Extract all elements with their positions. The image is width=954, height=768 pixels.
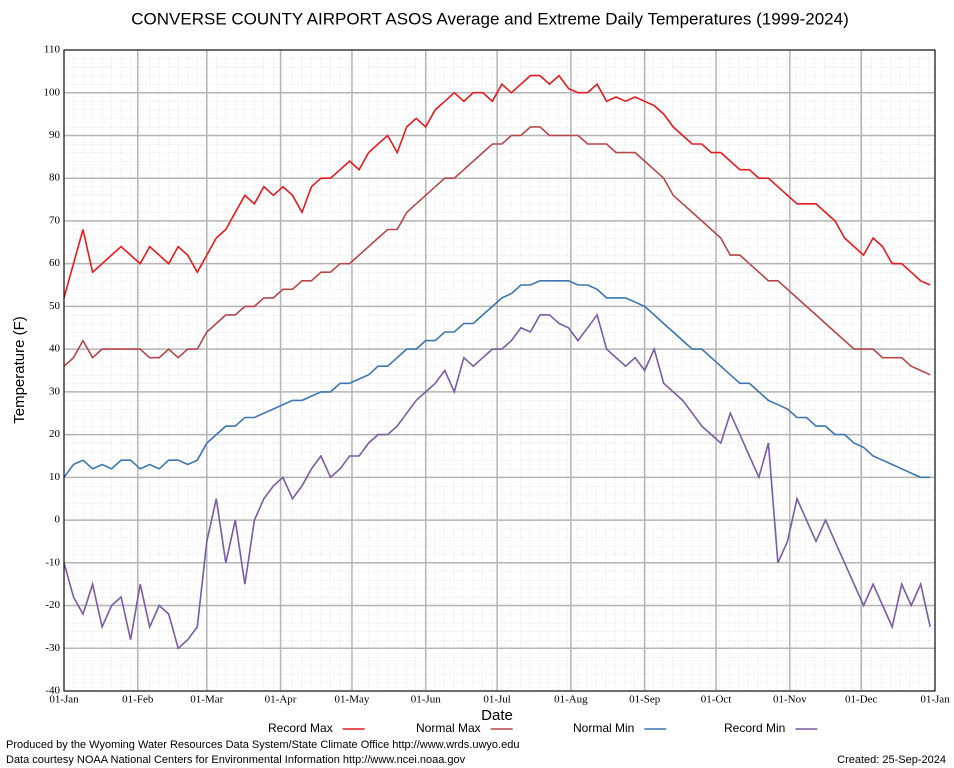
y-tick-label: 50 bbox=[49, 300, 61, 312]
x-tick-label: 01-Feb bbox=[122, 694, 154, 706]
x-tick-label: 01-Mar bbox=[190, 694, 223, 706]
x-tick-label: 01-Jul bbox=[483, 694, 511, 706]
legend-label: Record Max bbox=[268, 721, 333, 735]
legend-label: Normal Min bbox=[573, 721, 634, 735]
legend-label: Normal Max bbox=[416, 721, 481, 735]
x-tick-label: 01-Dec bbox=[845, 694, 877, 706]
footer: Produced by the Wyoming Water Resources … bbox=[6, 739, 519, 751]
chart-title: CONVERSE COUNTY AIRPORT ASOS Average and… bbox=[131, 9, 848, 28]
y-tick-label: 10 bbox=[49, 471, 61, 483]
y-tick-label: 70 bbox=[49, 214, 61, 226]
x-tick-label: 01-Sep bbox=[629, 694, 661, 706]
series-line bbox=[63, 279, 931, 479]
x-tick-label: 01-Jun bbox=[411, 694, 441, 706]
series-line bbox=[63, 126, 931, 376]
y-tick-label: 30 bbox=[49, 385, 61, 397]
y-tick-label: 100 bbox=[44, 86, 61, 98]
plot-frame bbox=[63, 49, 936, 692]
x-axis-label: Date bbox=[481, 707, 513, 724]
y-tick-label: 90 bbox=[49, 129, 61, 141]
created-date: Created: 25-Sep-2024 bbox=[837, 754, 946, 766]
y-tick-label: 110 bbox=[44, 44, 61, 56]
y-tick-label: 80 bbox=[49, 172, 61, 184]
x-tick-label: 01-Aug bbox=[554, 694, 588, 706]
x-tick-label: 01-Apr bbox=[265, 694, 297, 706]
y-tick-label: 20 bbox=[49, 428, 61, 440]
y-tick-label: -40 bbox=[45, 685, 60, 697]
x-tick-label: 01-Nov bbox=[773, 694, 807, 706]
legend-label: Record Min bbox=[724, 721, 785, 735]
series-line bbox=[63, 313, 931, 650]
series-line bbox=[63, 74, 931, 299]
y-tick-label: -20 bbox=[45, 599, 60, 611]
x-tick-label: 01-Jan bbox=[920, 694, 950, 706]
y-tick-label: 60 bbox=[49, 257, 61, 269]
x-tick-label: 01-May bbox=[335, 694, 370, 706]
y-axis-label: Temperature (F) bbox=[11, 316, 28, 424]
y-tick-label: 0 bbox=[55, 514, 61, 526]
y-tick-label: 40 bbox=[49, 343, 61, 355]
x-tick-label: 01-Jan bbox=[49, 694, 79, 706]
y-tick-label: -10 bbox=[45, 556, 60, 568]
y-tick-label: -30 bbox=[45, 642, 60, 654]
footer: Data courtesy NOAA National Centers for … bbox=[6, 754, 466, 766]
plot-area bbox=[63, 49, 936, 692]
x-tick-label: 01-Oct bbox=[701, 694, 732, 706]
